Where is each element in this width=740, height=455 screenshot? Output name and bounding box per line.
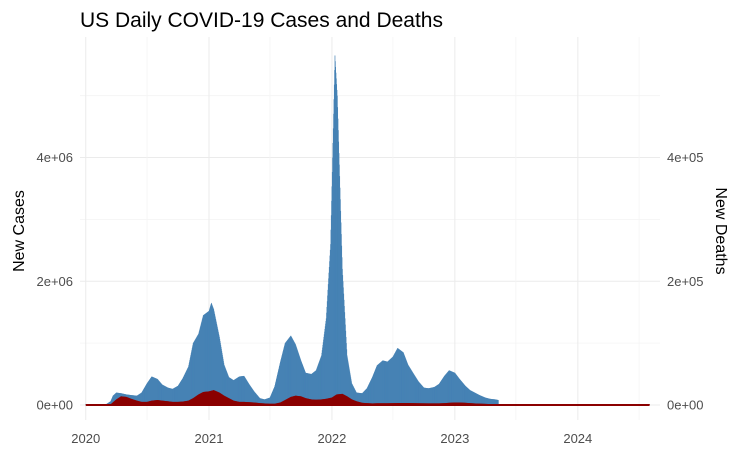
y-axis-ticks: 0e+00 2e+06 4e+06 xyxy=(36,150,73,412)
bar-cases xyxy=(497,400,499,405)
x-tick-label: 2023 xyxy=(440,431,469,446)
x-tick-label: 2022 xyxy=(317,431,346,446)
bar-deaths xyxy=(649,404,650,405)
y-tick-label: 4e+06 xyxy=(36,150,73,165)
x-axis-ticks: 2020 2021 2022 2023 2024 xyxy=(71,431,592,446)
x-tick-label: 2020 xyxy=(71,431,100,446)
y2-tick-label: 2e+05 xyxy=(667,274,704,289)
cases-series xyxy=(85,55,499,406)
y2-tick-label: 4e+05 xyxy=(667,150,704,165)
x-tick-label: 2024 xyxy=(563,431,592,446)
y2-axis-title: New Deaths xyxy=(712,187,729,274)
y2-tick-label: 0e+00 xyxy=(667,398,704,413)
y-tick-label: 0e+00 xyxy=(36,398,73,413)
plot-grid xyxy=(80,37,660,420)
chart-title: US Daily COVID-19 Cases and Deaths xyxy=(80,9,443,32)
y-axis-title: New Cases xyxy=(11,190,28,272)
y2-axis-ticks: 0e+00 2e+05 4e+05 xyxy=(667,150,704,412)
x-tick-label: 2021 xyxy=(195,431,224,446)
deaths-series xyxy=(85,390,650,406)
y-tick-label: 2e+06 xyxy=(36,274,73,289)
